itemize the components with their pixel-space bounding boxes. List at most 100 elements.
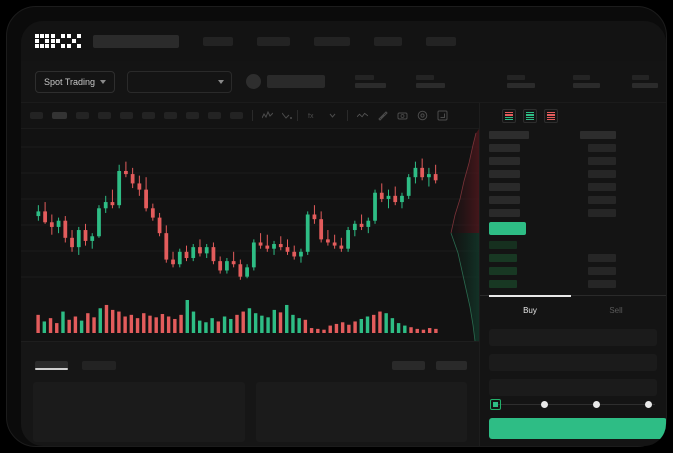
order-side-tabs: Buy Sell bbox=[480, 295, 666, 325]
market-stat-3 bbox=[507, 75, 536, 88]
orderbook-ask-row[interactable] bbox=[489, 157, 520, 165]
nav-item-2[interactable] bbox=[257, 36, 290, 46]
timeframe-button-4[interactable] bbox=[98, 112, 111, 119]
nav-item-5[interactable] bbox=[426, 36, 456, 46]
orderbook-both-icon[interactable] bbox=[502, 109, 516, 123]
orderbook-ask-size[interactable] bbox=[588, 183, 616, 191]
market-info-bar: Spot Trading bbox=[21, 61, 666, 103]
order-form bbox=[489, 329, 657, 404]
timeframe-button-2[interactable] bbox=[52, 112, 67, 119]
orderbook-sell-icon[interactable] bbox=[544, 109, 558, 123]
orderbook-buy-icon[interactable] bbox=[523, 109, 537, 123]
camera-icon[interactable] bbox=[397, 110, 408, 121]
orderbook-bid-row[interactable] bbox=[489, 280, 517, 288]
target-icon[interactable] bbox=[417, 110, 428, 121]
orderbook-ask-size[interactable] bbox=[588, 209, 616, 217]
timeframe-button-6[interactable] bbox=[142, 112, 155, 119]
bottom-panel bbox=[21, 341, 479, 446]
orderbook-header-left bbox=[489, 131, 529, 139]
toolbar-divider bbox=[297, 110, 298, 121]
bottom-tab-right-2[interactable] bbox=[436, 360, 467, 370]
device-screen: Spot Trading bbox=[21, 21, 666, 446]
nav-item-3[interactable] bbox=[314, 36, 350, 46]
orderbook-ask-size[interactable] bbox=[588, 144, 616, 152]
market-stat-4 bbox=[573, 75, 601, 88]
tab-sell[interactable]: Sell bbox=[609, 306, 623, 315]
timeframe-button-3[interactable] bbox=[76, 112, 89, 119]
bottom-cards bbox=[21, 382, 479, 442]
stat-value bbox=[632, 83, 659, 88]
toolbar-divider bbox=[347, 110, 348, 121]
slider-node-50[interactable] bbox=[593, 401, 600, 408]
orderbook[interactable] bbox=[480, 129, 666, 295]
nav-item-1[interactable] bbox=[203, 36, 233, 46]
orderbook-bid-row[interactable] bbox=[489, 254, 517, 262]
orderbook-ask-size[interactable] bbox=[588, 170, 616, 178]
stat-value bbox=[355, 83, 387, 88]
compare-icon[interactable] bbox=[282, 110, 293, 121]
chevron-down-icon bbox=[100, 79, 107, 84]
bottom-tab-right-1[interactable] bbox=[392, 360, 425, 370]
slider-node-25[interactable] bbox=[541, 401, 548, 408]
orderbook-bid-row[interactable] bbox=[489, 267, 517, 275]
bottom-card-1[interactable] bbox=[33, 382, 245, 442]
logo-glyph-o bbox=[35, 34, 49, 48]
drawing-icon[interactable] bbox=[377, 110, 388, 121]
settings-icon[interactable]: fx bbox=[307, 110, 318, 121]
order-panel: Buy Sell bbox=[479, 103, 666, 446]
okx-logo[interactable] bbox=[35, 34, 81, 48]
stat-value bbox=[573, 83, 601, 88]
timeframe-button-10[interactable] bbox=[230, 112, 243, 119]
svg-text:fx: fx bbox=[308, 113, 314, 120]
slider-track bbox=[495, 404, 655, 405]
chart-area[interactable] bbox=[21, 129, 479, 341]
timeframe-button-5[interactable] bbox=[120, 112, 133, 119]
orderbook-bid-size[interactable] bbox=[588, 254, 616, 262]
order-price-field[interactable] bbox=[489, 329, 657, 346]
orderbook-ask-row[interactable] bbox=[489, 144, 520, 152]
slider-handle[interactable] bbox=[490, 399, 501, 410]
slider-node-75[interactable] bbox=[645, 401, 652, 408]
toolbar-divider bbox=[252, 110, 253, 121]
orderbook-ask-row[interactable] bbox=[489, 196, 520, 204]
line-chart-icon[interactable] bbox=[357, 110, 368, 121]
timeframe-button-8[interactable] bbox=[186, 112, 199, 119]
pair-avatar bbox=[246, 74, 262, 89]
device-bezel: Spot Trading bbox=[6, 6, 667, 447]
candlestick-chart[interactable] bbox=[21, 129, 479, 294]
search-input[interactable] bbox=[93, 34, 179, 48]
orderbook-ask-size[interactable] bbox=[588, 157, 616, 165]
timeframe-button-9[interactable] bbox=[208, 112, 221, 119]
orderbook-bid-row[interactable] bbox=[489, 241, 517, 249]
buy-submit-button[interactable] bbox=[489, 418, 666, 439]
orderbook-bid-size[interactable] bbox=[588, 267, 616, 275]
timeframe-button-7[interactable] bbox=[164, 112, 177, 119]
tab-buy[interactable]: Buy bbox=[523, 306, 537, 315]
order-amount-field[interactable] bbox=[489, 354, 657, 371]
pair-select[interactable] bbox=[127, 70, 233, 93]
trading-mode-select[interactable]: Spot Trading bbox=[35, 70, 116, 93]
market-stat-5 bbox=[632, 75, 659, 88]
stat-label bbox=[632, 75, 650, 80]
orderbook-header-right bbox=[580, 131, 616, 139]
trading-mode-label: Spot Trading bbox=[44, 76, 96, 87]
orderbook-ask-row[interactable] bbox=[489, 170, 520, 178]
orderbook-ask-row[interactable] bbox=[489, 209, 520, 217]
bottom-tab-2[interactable] bbox=[82, 360, 116, 370]
orderbook-ask-row[interactable] bbox=[489, 183, 520, 191]
bottom-tab-1[interactable] bbox=[35, 360, 68, 370]
last-price-value bbox=[267, 75, 326, 88]
orderbook-ask-size[interactable] bbox=[588, 196, 616, 204]
stat-label bbox=[416, 75, 435, 80]
indicator-icon[interactable] bbox=[262, 110, 273, 121]
order-total-field[interactable] bbox=[489, 379, 657, 396]
nav-item-4[interactable] bbox=[374, 36, 402, 46]
top-navigation-bar bbox=[21, 21, 666, 61]
orderbook-bid-size[interactable] bbox=[588, 280, 616, 288]
chevron-down-icon[interactable] bbox=[327, 110, 338, 121]
bottom-card-2[interactable] bbox=[255, 382, 467, 442]
amount-slider[interactable] bbox=[490, 399, 655, 411]
fullscreen-icon[interactable] bbox=[437, 110, 448, 121]
timeframe-button-1[interactable] bbox=[30, 112, 43, 119]
